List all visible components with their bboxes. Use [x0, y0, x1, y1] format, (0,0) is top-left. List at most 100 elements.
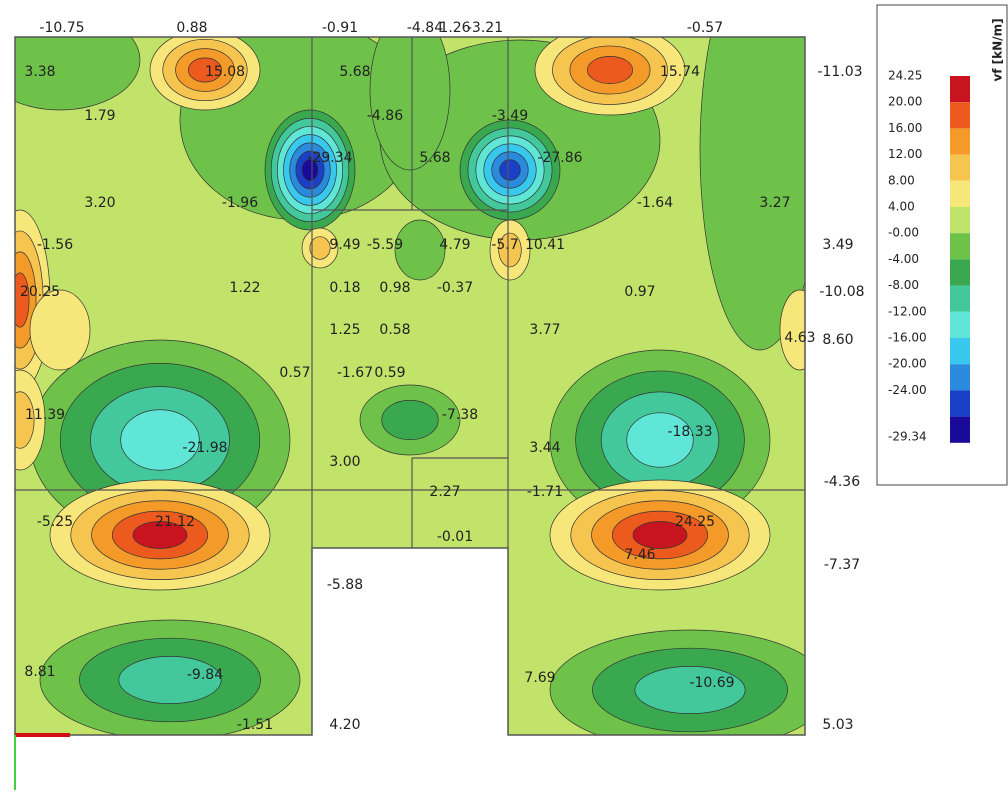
- value-label: 1.22: [229, 280, 260, 296]
- value-label: 21.12: [155, 514, 195, 530]
- contour-band: [118, 656, 222, 704]
- value-label: 7.46: [624, 547, 655, 563]
- colorbar-cell: [950, 128, 970, 155]
- contour-band: [779, 289, 805, 371]
- value-label: 10.41: [525, 237, 565, 253]
- colorbar-label: -12.00: [888, 304, 927, 318]
- value-label: 0.59: [374, 365, 405, 381]
- contour-band: [15, 391, 35, 449]
- value-label: -3.49: [492, 108, 528, 124]
- value-label: 3.00: [329, 454, 360, 470]
- value-label: -29.34: [307, 150, 352, 166]
- colorbar-cell: [950, 311, 970, 338]
- colorbar-cell: [950, 285, 970, 312]
- colorbar-cell: [950, 76, 970, 103]
- contour-band: [381, 399, 439, 441]
- value-label: -5.7: [491, 237, 518, 253]
- value-label: -5.59: [367, 237, 403, 253]
- value-label: -5.88: [327, 577, 363, 593]
- value-label: -0.91: [322, 20, 358, 36]
- contour-band: [15, 37, 141, 111]
- colorbar-cell: [950, 416, 970, 443]
- colorbar-label: -4.00: [888, 252, 919, 266]
- value-label: 0.98: [379, 280, 410, 296]
- value-label: 3.44: [529, 440, 560, 456]
- legend: 24.25 20.00 16.00 12.00 8.00 4.00 -0.00 -4.00 -8…: [888, 18, 1005, 443]
- value-label: -18.33: [667, 424, 712, 440]
- colorbar-label: -20.00: [888, 357, 927, 371]
- colorbar-label: -8.00: [888, 278, 919, 292]
- colorbar-label: -24.00: [888, 383, 927, 397]
- colorbar-label: -0.00: [888, 226, 919, 240]
- value-label: -1.64: [637, 195, 673, 211]
- colorbar-cell: [950, 259, 970, 286]
- value-label: 4.79: [439, 237, 470, 253]
- value-label: 9.49: [329, 237, 360, 253]
- value-label: 20.25: [20, 284, 60, 300]
- value-label: 4.63: [784, 330, 815, 346]
- value-label: 7.69: [524, 670, 555, 686]
- colorbar-label: 4.00: [888, 200, 915, 214]
- value-label: -1.67: [337, 365, 373, 381]
- contour-band: [15, 272, 30, 328]
- value-label: -0.57: [687, 20, 723, 36]
- value-label: -7.38: [442, 407, 478, 423]
- value-label: 0.58: [379, 322, 410, 338]
- contour-band: [188, 57, 222, 83]
- contour-band: [301, 158, 319, 182]
- contour-band: [120, 409, 200, 471]
- contour-band: [309, 236, 331, 260]
- value-label: 3.77: [529, 322, 560, 338]
- value-label: -10.75: [39, 20, 84, 36]
- value-label: 0.18: [329, 280, 360, 296]
- colorbar-label: 16.00: [888, 121, 922, 135]
- colorbar-cell: [950, 154, 970, 181]
- value-label: 8.81: [24, 664, 55, 680]
- value-label: -1.51: [237, 717, 273, 733]
- colorbar-label: 8.00: [888, 173, 915, 187]
- contour-band: [626, 412, 694, 468]
- colorbar-cell: [950, 338, 970, 365]
- contour-band: [586, 56, 634, 84]
- colorbar-cell: [950, 233, 970, 260]
- contour-band: [499, 159, 521, 181]
- value-label: -5.25: [37, 514, 73, 530]
- notch: [312, 548, 508, 735]
- value-label: -9.84: [187, 667, 223, 683]
- value-label: -10.69: [689, 675, 734, 691]
- value-label: -11.03: [817, 64, 862, 80]
- contour-band: [394, 219, 446, 281]
- legend-box: [876, 4, 1008, 486]
- value-label: 4.20: [329, 717, 360, 733]
- colorbar-cell: [950, 102, 970, 129]
- colorbar-label: -29.34: [888, 429, 927, 443]
- colorbar-cell: [950, 390, 970, 417]
- value-label: -21.98: [182, 440, 227, 456]
- contour-band: [498, 232, 522, 268]
- value-label: 5.68: [419, 150, 450, 166]
- value-label: 2.27: [429, 484, 460, 500]
- value-label: 1.25: [329, 322, 360, 338]
- value-label: 11.39: [25, 407, 65, 423]
- contour-band: [29, 289, 91, 371]
- value-label: -4.36: [824, 474, 860, 490]
- contour-band: [632, 521, 688, 549]
- value-label: -27.86: [537, 150, 582, 166]
- value-label: 24.25: [675, 514, 715, 530]
- value-label: -0.01: [437, 529, 473, 545]
- value-label: 0.57: [279, 365, 310, 381]
- value-label: -1.96: [222, 195, 258, 211]
- value-label: 1.79: [84, 108, 115, 124]
- value-label: 3.27: [759, 195, 790, 211]
- colorbar-label: -16.00: [888, 331, 927, 345]
- value-label: 1.26: [439, 20, 470, 36]
- colorbar-label: 20.00: [888, 95, 922, 109]
- value-label: 0.88: [176, 20, 207, 36]
- value-label: 3.49: [822, 237, 853, 253]
- colorbar-cell: [950, 207, 970, 234]
- colorbar-cell: [950, 180, 970, 207]
- value-label: -10.08: [819, 284, 864, 300]
- contour-band: [369, 37, 451, 171]
- contour-band: [699, 37, 805, 351]
